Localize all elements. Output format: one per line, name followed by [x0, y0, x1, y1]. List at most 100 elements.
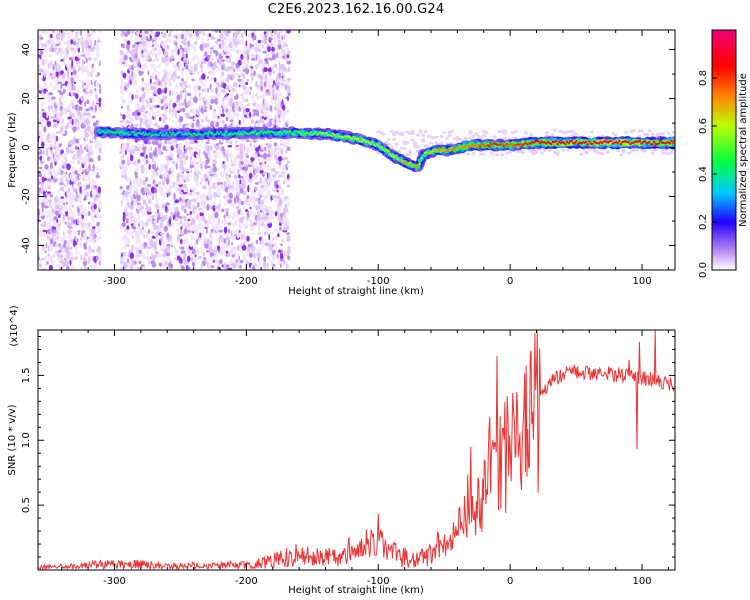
noise-blob [80, 30, 82, 37]
noise-blob [235, 205, 240, 210]
noise-blob [174, 199, 179, 204]
noise-blob [273, 242, 277, 247]
noise-blob [218, 229, 224, 233]
noise-blob [95, 80, 99, 87]
noise-blob [147, 215, 151, 221]
noise-blob [286, 173, 290, 180]
noise-blob [52, 202, 56, 206]
noise-blob [145, 159, 149, 164]
noise-blob [62, 187, 65, 193]
noise-blob [90, 71, 93, 78]
noise-blob [238, 174, 241, 179]
noise-blob [124, 30, 127, 34]
noise-blob [249, 187, 251, 192]
noise-blob [194, 254, 197, 258]
noise-blob [240, 143, 244, 148]
noise-blob [49, 72, 53, 76]
noise-blob [211, 90, 214, 93]
noise-blob [221, 208, 225, 213]
noise-blob [205, 101, 211, 108]
noise-blob [49, 133, 54, 139]
noise-blob [126, 225, 130, 230]
noise-blob [41, 243, 45, 251]
noise-blob [184, 261, 189, 265]
noise-blob [250, 66, 254, 69]
noise-blob [63, 243, 66, 248]
noise-blob [145, 176, 148, 182]
noise-blob [87, 56, 92, 61]
noise-blob [264, 238, 267, 244]
noise-blob [178, 62, 182, 69]
noise-blob [96, 211, 99, 219]
noise-blob [239, 39, 245, 44]
noise-blob [277, 233, 280, 238]
noise-blob [207, 87, 209, 93]
noise-blob [266, 262, 269, 269]
noise-blob [280, 237, 285, 243]
noise-blob [122, 251, 127, 256]
noise-blob [96, 166, 99, 172]
noise-blob [38, 85, 44, 91]
noise-blob [120, 85, 122, 90]
noise-blob [98, 201, 102, 209]
noise-blob [79, 136, 82, 141]
noise-blob [284, 109, 288, 114]
noise-blob [249, 141, 253, 148]
noise-blob [79, 186, 82, 193]
noise-blob [71, 204, 75, 208]
noise-blob [93, 204, 97, 210]
noise-blob [164, 109, 168, 114]
trace-point [141, 131, 145, 134]
noise-blob [162, 241, 167, 248]
noise-blob [120, 106, 124, 109]
noise-blob [190, 218, 196, 225]
noise-blob [223, 119, 226, 125]
noise-blob [167, 243, 171, 247]
noise-blob [136, 259, 141, 266]
noise-blob [76, 121, 81, 128]
noise-blob [262, 261, 267, 269]
noise-blob [166, 56, 170, 62]
noise-blob [131, 244, 134, 251]
noise-blob [61, 35, 63, 43]
noise-blob [222, 97, 225, 103]
noise-blob [183, 208, 187, 214]
noise-blob [275, 161, 280, 165]
noise-blob [71, 264, 74, 270]
noise-blob [131, 197, 133, 201]
noise-blob [213, 109, 216, 112]
noise-blob [265, 102, 268, 108]
noise-blob [71, 59, 74, 67]
noise-blob [52, 39, 55, 46]
noise-blob [148, 163, 151, 170]
noise-blob [212, 201, 217, 206]
noise-blob [126, 166, 130, 170]
noise-blob [86, 112, 91, 116]
noise-blob [243, 118, 246, 124]
noise-blob [134, 80, 138, 86]
noise-blob [286, 77, 291, 82]
noise-blob [77, 232, 81, 236]
noise-blob [272, 244, 274, 247]
noise-blob [96, 264, 98, 269]
noise-blob [259, 75, 264, 81]
noise-blob [126, 146, 130, 153]
noise-blob [222, 119, 224, 125]
noise-blob [241, 32, 244, 39]
noise-blob [62, 231, 65, 236]
noise-blob [245, 40, 248, 47]
noise-blob [126, 89, 130, 94]
noise-blob [193, 63, 198, 71]
noise-blob [210, 265, 215, 268]
noise-blob [218, 218, 220, 224]
noise-blob [69, 259, 72, 266]
noise-blob [91, 228, 96, 234]
noise-blob [95, 255, 99, 261]
noise-blob [38, 129, 42, 133]
noise-blob [210, 213, 214, 220]
noise-blob [71, 165, 73, 172]
noise-blob [236, 26, 239, 30]
noise-blob [69, 251, 74, 258]
noise-blob [86, 236, 90, 240]
noise-blob [49, 204, 54, 211]
